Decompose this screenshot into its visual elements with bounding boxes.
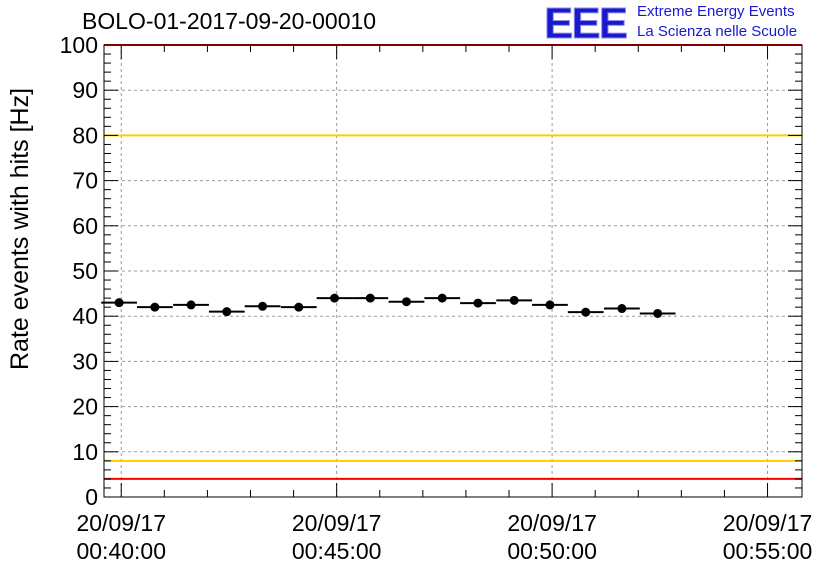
data-point: [330, 293, 340, 303]
data-point: [617, 304, 627, 314]
y-tick-label: 10: [72, 439, 98, 465]
x-tick-label-time: 00:40:00: [76, 538, 166, 564]
y-tick-label: 0: [85, 484, 98, 510]
data-point: [294, 302, 304, 312]
y-tick-label: 90: [72, 77, 98, 103]
data-point: [545, 300, 555, 310]
data-point: [653, 308, 663, 318]
data-point: [365, 293, 375, 303]
data-point: [473, 298, 483, 308]
y-tick-label: 20: [72, 394, 98, 420]
x-tick-label-time: 00:55:00: [723, 538, 813, 564]
logo-line-2: La Scienza nelle Scuole: [637, 23, 798, 40]
data-point: [150, 302, 160, 312]
y-tick-label: 30: [72, 348, 98, 374]
data-point: [114, 298, 124, 308]
y-tick-label: 70: [72, 168, 98, 194]
x-tick-label-date: 20/09/17: [292, 510, 382, 536]
eee-logo: EEE: [544, 0, 629, 44]
data-point: [258, 301, 268, 311]
data-point: [186, 300, 196, 310]
chart-title: BOLO-01-2017-09-20-00010: [82, 8, 377, 34]
x-tick-label-date: 20/09/17: [76, 510, 166, 536]
y-tick-label: 80: [72, 122, 98, 148]
x-tick-label-time: 00:45:00: [292, 538, 382, 564]
data-point: [509, 295, 519, 305]
data-point: [222, 307, 232, 317]
logo-line-1: Extreme Energy Events: [637, 3, 795, 20]
y-tick-label: 50: [72, 258, 98, 284]
data-point: [437, 293, 447, 303]
svg-text:EEE: EEE: [544, 0, 627, 44]
x-tick-label-date: 20/09/17: [723, 510, 813, 536]
x-tick-label-time: 00:50:00: [507, 538, 597, 564]
y-tick-label: 40: [72, 303, 98, 329]
x-tick-label-date: 20/09/17: [507, 510, 597, 536]
y-tick-label: 100: [60, 32, 98, 58]
logo-text: Extreme Energy Events La Scienza nelle S…: [637, 2, 797, 42]
y-tick-label: 60: [72, 213, 98, 239]
data-point: [401, 297, 411, 307]
y-axis-label: Rate events with hits [Hz]: [6, 87, 34, 370]
data-point: [581, 307, 591, 317]
